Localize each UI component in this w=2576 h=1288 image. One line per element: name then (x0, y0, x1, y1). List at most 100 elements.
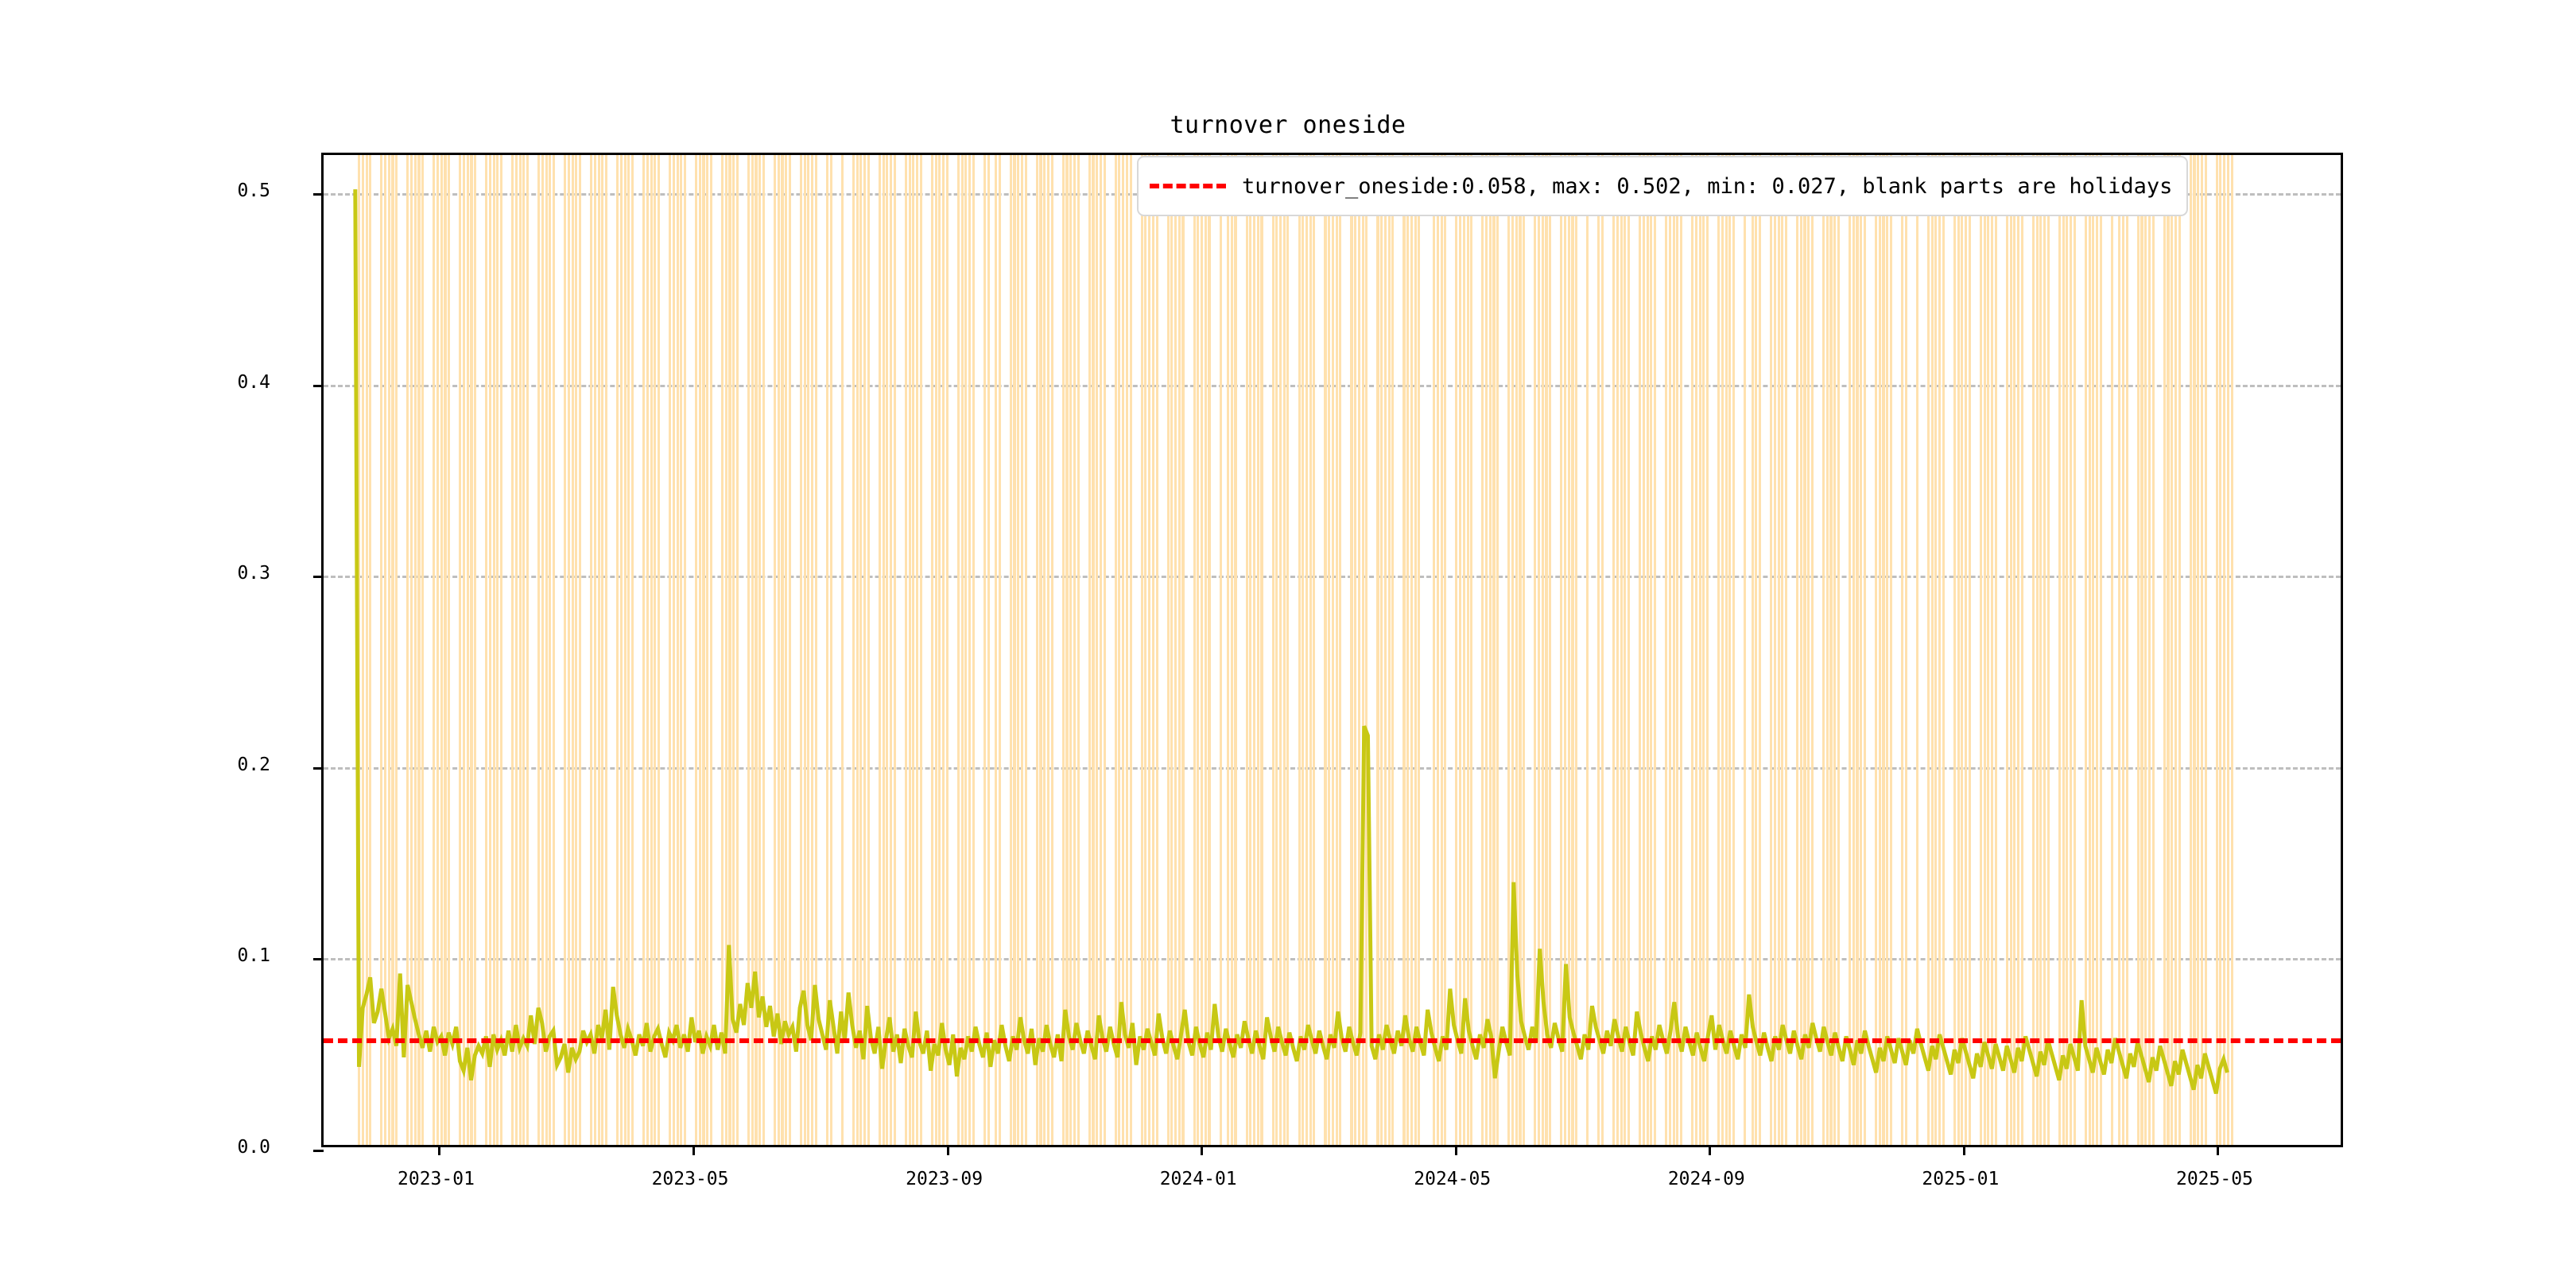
trading-day-bar (1822, 155, 1825, 1145)
trading-day-bar (908, 155, 911, 1145)
trading-day-bar (2140, 155, 2143, 1145)
trading-day-bar (1601, 155, 1604, 1145)
trading-day-bar (646, 155, 649, 1145)
trading-day-bar (2204, 155, 2207, 1145)
x-tick-mark (2217, 1145, 2220, 1155)
trading-day-bar (1331, 155, 1334, 1145)
trading-day-bar (863, 155, 867, 1145)
trading-day-bar (1174, 155, 1177, 1145)
trading-day-bar (1380, 155, 1383, 1145)
trading-day-bar (1784, 155, 1788, 1145)
trading-day-bar (1889, 155, 1892, 1145)
trading-day-bar (934, 155, 937, 1145)
trading-day-bar (1140, 155, 1143, 1145)
trading-day-bar (650, 155, 653, 1145)
trading-day-bar (1724, 155, 1728, 1145)
trading-day-bar (987, 155, 990, 1145)
trading-day-bar (1563, 155, 1567, 1145)
trading-day-bar (1354, 155, 1357, 1145)
trading-day-bar (1204, 155, 1207, 1145)
trading-day-bar (433, 155, 436, 1145)
trading-day-bar (1088, 155, 1091, 1145)
trading-day-bar (1219, 155, 1222, 1145)
trading-day-bar (2136, 155, 2140, 1145)
y-tick-label: 0.5 (237, 180, 270, 202)
trading-day-bar (549, 155, 552, 1145)
trading-day-bar (1717, 155, 1721, 1145)
trading-day-bar (500, 155, 503, 1145)
trading-day-bar (807, 155, 810, 1145)
trading-day-bar (1799, 155, 1802, 1145)
trading-day-bar (2223, 155, 2226, 1145)
trading-day-bar (1567, 155, 1570, 1145)
trading-day-bar (1177, 155, 1181, 1145)
trading-day-bar (601, 155, 604, 1145)
trading-day-bar (1406, 155, 1410, 1145)
trading-day-bar (1151, 155, 1154, 1145)
trading-day-bar (2151, 155, 2155, 1145)
trading-day-bar (1077, 155, 1080, 1145)
trading-day-bar (1534, 155, 1537, 1145)
trading-day-bar (1810, 155, 1814, 1145)
trading-day-bar (1926, 155, 1930, 1145)
x-tick-label: 2023-09 (906, 1169, 983, 1189)
trading-day-bar (1122, 155, 1125, 1145)
trading-day-bar (1376, 155, 1379, 1145)
trading-day-bar (1620, 155, 1623, 1145)
legend[interactable]: turnover_oneside:0.058, max: 0.502, min:… (1137, 156, 2189, 216)
trading-day-bar (462, 155, 466, 1145)
trading-day-bar (2035, 155, 2039, 1145)
trading-day-bar (541, 155, 544, 1145)
trading-day-bar (654, 155, 657, 1145)
trading-day-bar (1230, 155, 1233, 1145)
trading-day-bar (395, 155, 398, 1145)
trading-day-bar (406, 155, 409, 1145)
trading-day-bar (788, 155, 791, 1145)
trading-day-bar (590, 155, 593, 1145)
trading-day-bar (657, 155, 661, 1145)
trading-day-bar (496, 155, 499, 1145)
trading-day-bar (361, 155, 364, 1145)
y-tick-mark (313, 193, 324, 196)
trading-day-bar (1825, 155, 1829, 1145)
trading-day-bar (1829, 155, 1833, 1145)
trading-day-bar (1302, 155, 1305, 1145)
trading-day-bar (1751, 155, 1754, 1145)
x-tick-label: 2025-05 (2175, 1169, 2253, 1189)
x-tick-mark (438, 1145, 441, 1155)
trading-day-bar (1099, 155, 1102, 1145)
trading-day-bar (2230, 155, 2233, 1145)
trading-day-bar (2092, 155, 2095, 1145)
trading-day-bar (1979, 155, 1982, 1145)
trading-day-bar (1930, 155, 1934, 1145)
trading-day-bar (1624, 155, 1627, 1145)
x-tick-mark (1454, 1145, 1457, 1155)
trading-day-bar (1991, 155, 1994, 1145)
trading-day-bar (1942, 155, 1945, 1145)
trading-day-bar (721, 155, 724, 1145)
trading-day-bar (882, 155, 885, 1145)
trading-day-bar (380, 155, 383, 1145)
trading-day-bar (803, 155, 806, 1145)
trading-day-bar (2095, 155, 2099, 1145)
trading-day-bar (1328, 155, 1331, 1145)
trading-day-bar (1249, 155, 1252, 1145)
legend-swatch-dashed-red (1150, 184, 1226, 188)
trading-day-bar (1654, 155, 1657, 1145)
trading-day-bar (747, 155, 751, 1145)
trading-day-bar (1024, 155, 1027, 1145)
trading-day-bar (1208, 155, 1211, 1145)
trading-day-bar (680, 155, 683, 1145)
trading-day-bar (492, 155, 495, 1145)
trading-day-bar (2005, 155, 2008, 1145)
trading-day-bar (811, 155, 814, 1145)
trading-day-bar (365, 155, 368, 1145)
trading-day-bar (1459, 155, 1462, 1145)
trading-day-bar (2171, 155, 2174, 1145)
trading-day-bar (1560, 155, 1563, 1145)
trading-day-bar (1728, 155, 1732, 1145)
trading-day-bar (1197, 155, 1200, 1145)
trading-day-bar (1061, 155, 1065, 1145)
trading-day-bar (1256, 155, 1259, 1145)
trading-day-bar (1646, 155, 1649, 1145)
